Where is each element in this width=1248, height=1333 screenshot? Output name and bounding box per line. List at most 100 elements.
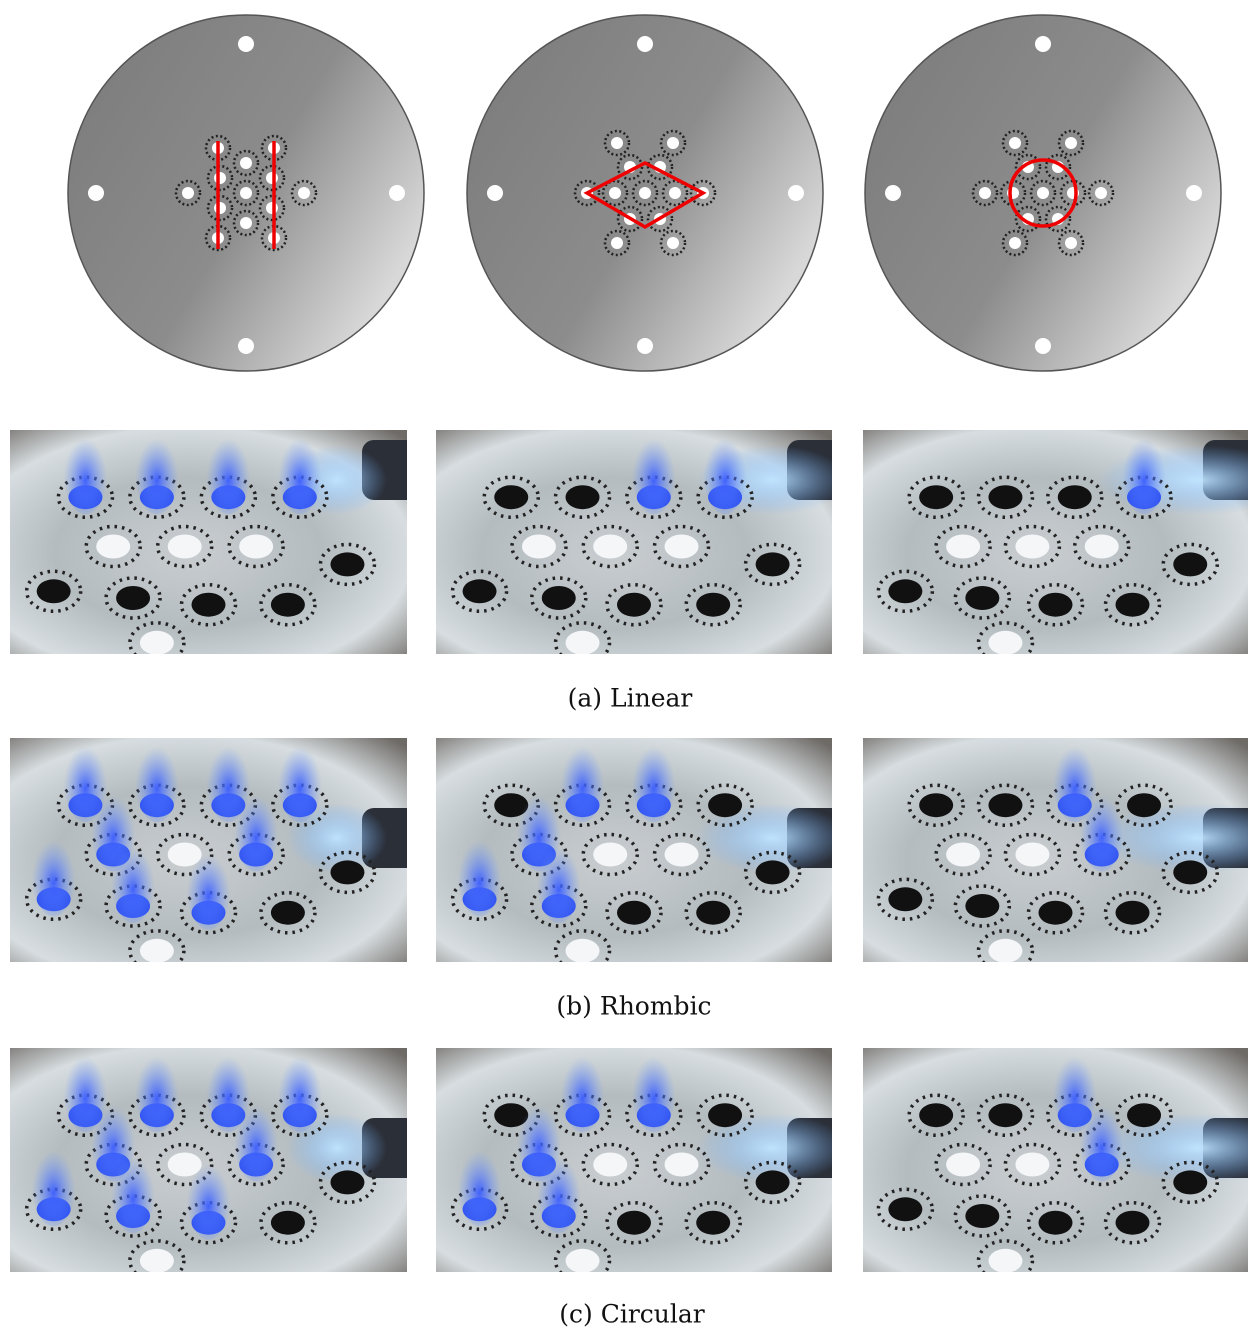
hole-ring [1026,890,1085,935]
hole-ring [553,1093,612,1137]
hole-ring [1003,1142,1062,1187]
mount-hole [788,185,804,201]
hole-ring [953,1194,1012,1238]
hole [565,1248,600,1272]
hole [139,1248,174,1272]
burner-hole [240,157,252,169]
flame [31,832,76,917]
burner-ring [1044,153,1072,181]
burner-ring [290,179,318,207]
flame [134,1048,179,1133]
mount-hole [487,185,503,201]
mount-hole [1035,36,1051,52]
burner-ring [1057,129,1085,157]
hole-ring [179,1200,238,1245]
burner-ring [971,179,999,207]
hole [888,1197,923,1222]
hole [116,586,151,610]
hole-ring [553,783,612,827]
hole-ring [179,890,238,935]
hole [1038,1210,1073,1235]
hole [270,900,305,925]
hole-ring [876,569,935,614]
hole-ring [581,524,639,569]
hole-ring [1115,1093,1173,1137]
hole [139,630,174,654]
burner-hole [265,172,278,184]
torch-flame [1098,1113,1248,1183]
hole [617,1210,651,1235]
hole [1173,1170,1208,1195]
hole-ring [128,475,186,519]
hole [988,1103,1023,1128]
hole [664,534,699,559]
hole-ring [1103,1200,1162,1245]
hole [1015,534,1050,559]
flame [134,430,179,515]
hole-ring [581,832,639,877]
hole [988,793,1023,818]
hole-ring [530,576,588,620]
plates [67,14,1222,372]
hole [1015,842,1050,867]
burner-ring [1001,129,1029,157]
hole-ring [553,475,612,519]
burner-hole [609,187,621,199]
flame [63,1048,108,1133]
hole [330,552,365,577]
hole [139,938,174,962]
photo-content [863,738,1248,962]
hole-ring [696,475,754,519]
hole-ring [976,475,1035,519]
hole-ring [128,929,186,962]
hole [888,887,923,912]
flame [1079,1097,1124,1182]
hole-ring [876,1187,935,1232]
burner-ring [601,179,629,207]
hole-ring [530,1194,588,1238]
flame [277,430,322,515]
flame [63,430,108,515]
hole-ring [1026,582,1085,627]
hole [239,534,274,559]
hole-ring [605,582,663,627]
hole-ring [696,783,754,827]
burner-ring [232,179,260,207]
hole-ring [1072,1142,1131,1187]
burner-hole [667,137,679,149]
flame [631,430,676,515]
burner-ring [1014,205,1042,233]
hole-ring [1115,783,1173,827]
burner-ring [232,149,260,177]
plate [864,14,1222,372]
flame [206,738,251,823]
hole-ring [684,582,742,627]
hole-ring [318,1160,377,1205]
hole [1038,900,1073,925]
hole-ring [976,783,1035,827]
hole [696,900,731,925]
hole [965,894,1000,918]
hole-ring [1026,1200,1085,1245]
burner-ring [206,164,234,192]
hole [617,592,651,617]
hole-ring [976,1239,1035,1272]
burner-hole [1095,187,1107,199]
hole [919,1103,954,1128]
burner-ring [260,224,288,252]
burner-hole [611,237,623,249]
flame [206,430,251,515]
hole-ring [128,1093,186,1137]
hole [330,1170,365,1195]
burner-hole [1009,237,1021,249]
hole-ring [953,576,1012,620]
hole-ring [104,1194,162,1238]
hole [696,1210,731,1235]
hole-ring [1103,582,1162,627]
hole [1038,592,1073,617]
burner-hole [979,187,991,199]
hole [755,860,790,885]
photo-content [436,738,832,962]
hole-ring [934,832,992,877]
